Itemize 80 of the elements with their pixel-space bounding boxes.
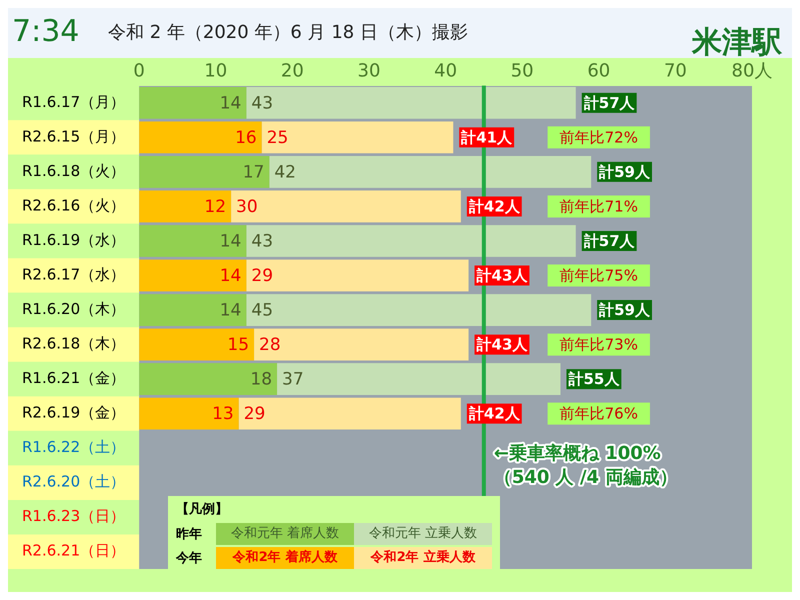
annotation: 昨年 [176,526,203,543]
ref-line-label: ←乗車率概ね 100% （540 人 /4 両編成） [494,442,678,488]
data-label: 28 [259,334,281,355]
data-label: 25 [266,128,288,148]
bar [246,294,592,326]
data-label: 14 [220,266,242,286]
y-tick-label: R1.6.21（金） [22,368,126,387]
x-tick-label: 80人 [732,60,772,82]
y-tick-label: R1.6.19（水） [22,230,126,249]
annotation: 前年比71% [560,197,638,216]
bar [246,260,469,292]
text: 米津駅 [692,25,782,60]
x-tick-label: 50 [510,60,534,82]
bar [231,190,461,222]
bar [246,86,576,119]
y-tick-label: R2.6.17（水） [22,265,126,284]
bar [277,363,560,395]
bar [246,225,576,257]
y-tick-label: R1.6.20（木） [22,300,126,318]
annotation: 前年比75% [560,266,638,284]
data-label: 30 [236,196,258,217]
x-tick-label: 70 [664,60,687,82]
total-label: 計41人 [460,128,514,146]
total-label: 計55人 [567,370,620,388]
x-tick-label: 20 [280,60,304,82]
text: 令和2年 立乗人数 [354,547,492,569]
data-label: 14 [220,300,242,320]
bar [238,398,461,430]
total-label: 計57人 [582,232,636,250]
y-tick-label: R2.6.19（金） [22,404,126,422]
data-label: 18 [250,370,272,390]
total-label: 計43人 [476,266,528,284]
annotation: 前年比73% [560,335,638,354]
data-label: 13 [212,404,234,424]
total-label: 計59人 [598,162,651,181]
chart-title: 令和 2 年（2020 年）6 月 18 日（木）撮影 [108,21,468,44]
data-label: 43 [251,231,274,252]
x-tick-label: 10 [204,60,228,82]
annotation: 前年比72% [560,128,638,146]
y-tick-label: R1.6.23（日） [22,507,126,526]
y-tick-label: R2.6.18（木） [22,334,126,352]
data-label: 12 [204,196,226,217]
annotation: 前年比76% [560,404,638,423]
y-tick-label: R1.6.18（火） [22,162,126,180]
data-label: 16 [235,128,257,148]
x-tick-label: 40 [434,60,458,82]
data-label: 37 [282,370,304,390]
data-label: 15 [227,334,250,355]
total-label: 計42人 [468,197,521,216]
x-tick-label: 30 [358,60,380,82]
data-label: 29 [244,404,266,424]
total-label: 計59人 [598,300,651,319]
x-tick-label: 0 [133,60,145,82]
data-label: 43 [251,93,274,114]
text: 7:34 [12,14,80,49]
legend-title: 【凡例】 [176,501,229,518]
text: 令和元年 着席人数 [216,523,354,545]
y-tick-label: R2.6.21（日） [22,542,126,560]
bar [262,121,454,154]
data-label: 14 [220,231,242,252]
y-tick-label: R1.6.17（月） [22,92,126,111]
bar [254,328,469,360]
bar [269,156,592,188]
data-label: 45 [251,300,274,320]
total-label: 計57人 [582,94,636,112]
total-label: 計43人 [476,335,528,354]
x-tick-label: 60 [587,60,610,82]
data-label: 14 [220,93,242,114]
data-label: 29 [251,266,274,286]
bar [139,86,246,119]
y-tick-label: R2.6.15（月） [22,127,126,146]
data-label: 42 [274,162,296,182]
total-label: 計42人 [468,404,521,423]
text: 令和2年 着席人数 [216,547,354,569]
y-tick-label: R1.6.22（土） [22,438,126,456]
data-label: 17 [242,162,264,182]
annotation: 今年 [176,550,203,567]
text: 令和元年 立乗人数 [354,523,492,545]
y-tick-label: R2.6.16（火） [22,196,126,214]
y-tick-label: R2.6.20（土） [22,472,126,491]
